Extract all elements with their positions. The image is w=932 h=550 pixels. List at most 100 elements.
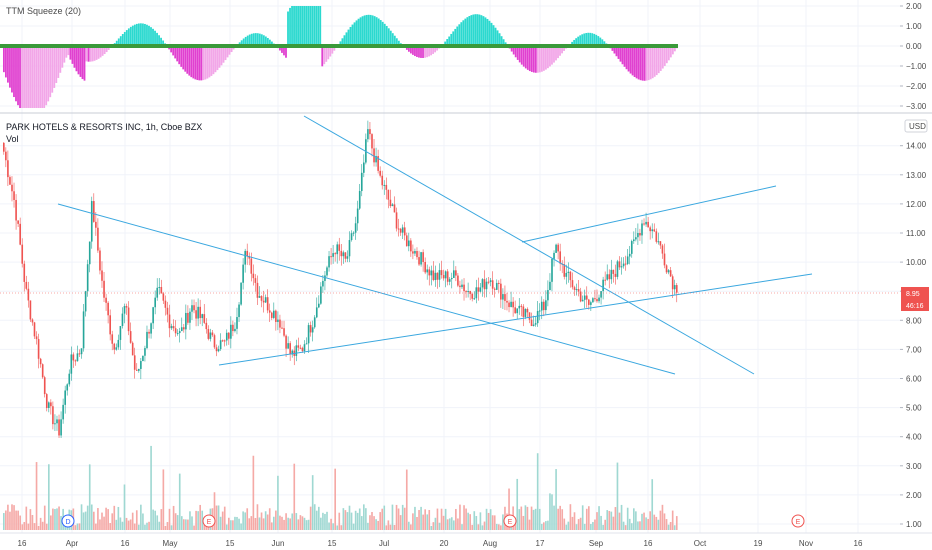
candle-body — [234, 328, 236, 332]
volume-bar — [95, 523, 97, 530]
volume-bar — [594, 519, 596, 530]
squeeze-bar — [176, 46, 179, 62]
candle-body — [387, 189, 390, 200]
squeeze-bar — [577, 36, 580, 46]
candle-body — [350, 233, 353, 241]
candle-body — [21, 244, 24, 264]
squeeze-bar — [230, 46, 233, 53]
volume-bar — [158, 521, 161, 530]
volume-bar — [90, 504, 93, 530]
volume-bar — [643, 512, 645, 530]
candle-body — [318, 303, 320, 308]
price-axis-label: 4.00 — [906, 433, 922, 442]
trendline[interactable] — [218, 273, 813, 366]
squeeze-bar — [530, 46, 533, 72]
squeeze-bar — [162, 40, 164, 46]
candle-body — [101, 270, 103, 281]
candle-body — [13, 191, 15, 200]
volume-bar — [557, 508, 559, 530]
squeeze-bar — [426, 46, 428, 58]
currency-badge[interactable] — [904, 119, 928, 133]
candle-body — [543, 301, 545, 311]
volume-bar — [502, 514, 504, 530]
squeeze-bar — [387, 28, 390, 46]
candle-body — [592, 298, 594, 303]
candle-body — [657, 241, 660, 243]
volume-bar — [450, 517, 453, 530]
candle-body — [508, 302, 510, 308]
squeeze-bar — [347, 29, 350, 46]
squeeze-bar — [587, 32, 590, 46]
volume-bar — [344, 510, 347, 530]
squeeze-bar — [452, 31, 455, 46]
volume-bar — [166, 522, 169, 530]
volume-bar — [479, 512, 482, 530]
candle-body — [37, 339, 40, 359]
candle-body — [344, 252, 347, 259]
dividend-marker[interactable] — [61, 514, 75, 528]
candle-body — [416, 250, 418, 258]
squeeze-bar — [148, 25, 150, 46]
volume-bar — [105, 507, 107, 530]
currency-label: USD — [909, 122, 926, 131]
squeeze-bar — [89, 46, 92, 62]
squeeze-bar — [256, 33, 259, 46]
squeeze-bar — [589, 32, 592, 46]
squeeze-bar — [287, 11, 289, 46]
earnings-marker[interactable] — [202, 514, 216, 528]
candle-body — [450, 277, 453, 280]
squeeze-bar — [105, 46, 108, 53]
volume-bar — [622, 521, 625, 530]
earnings-marker[interactable] — [791, 514, 805, 528]
symbol-title: PARK HOTELS & RESORTS INC, 1h, Cboe BZX — [6, 122, 202, 132]
squeeze-bar — [436, 46, 439, 51]
squeeze-bar — [420, 46, 422, 58]
volume-bar — [371, 512, 373, 530]
volume-bar — [260, 512, 263, 530]
volume-bar — [234, 516, 236, 530]
trendlines[interactable] — [57, 115, 813, 375]
candle-body — [187, 312, 189, 323]
squeeze-bar — [17, 46, 19, 106]
candle-body — [277, 319, 279, 322]
squeeze-bar — [329, 46, 332, 57]
candle-body — [594, 298, 596, 300]
time-axis[interactable]: 16 Apr 16 May 15 Jun 15 Jul 20 Aug 17 Sep 16 Oct 19 Nov… — [18, 539, 863, 548]
candle-body — [7, 160, 9, 178]
candle-body — [352, 232, 355, 234]
squeeze-bar — [353, 22, 356, 46]
candle-body — [58, 419, 60, 436]
volume-bar — [358, 508, 361, 530]
volume-bar — [23, 521, 26, 530]
volume-bar — [360, 516, 363, 530]
squeeze-bar — [645, 46, 648, 81]
trendline[interactable] — [303, 115, 755, 375]
volume-bar — [52, 508, 54, 530]
squeeze-bar — [543, 46, 545, 71]
trendline[interactable] — [57, 203, 676, 375]
earnings-marker[interactable] — [503, 514, 517, 528]
candle-body — [577, 289, 580, 292]
squeeze-bar — [476, 14, 479, 46]
candle-body — [397, 228, 400, 230]
volume-bar — [618, 512, 621, 530]
candle-body — [72, 354, 75, 361]
volume-bar — [113, 505, 116, 530]
candle-body — [338, 244, 341, 251]
volume-bar — [330, 518, 332, 530]
volume-bar — [524, 505, 527, 530]
candle-body — [115, 347, 118, 350]
volume-bar — [111, 513, 114, 530]
candle-body — [463, 284, 465, 292]
squeeze-bar — [99, 46, 102, 58]
volume-bar — [442, 515, 445, 530]
volume-bar — [254, 517, 257, 530]
trendline[interactable] — [521, 185, 777, 243]
squeeze-bar — [57, 46, 60, 78]
volume-bar — [500, 525, 502, 530]
price-axis[interactable]: 14.0013.0012.0011.0010.009.008.007.006.0… — [900, 142, 927, 529]
candle-body — [207, 329, 210, 339]
candle-body — [618, 261, 621, 268]
